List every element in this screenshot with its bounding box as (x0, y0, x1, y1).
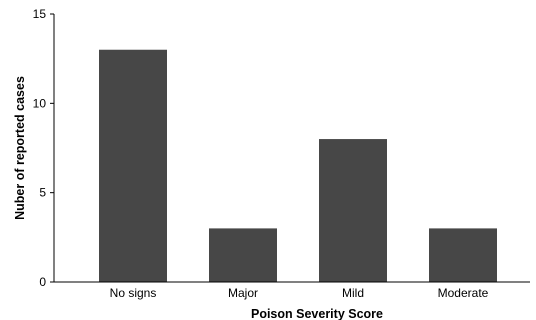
x-tick-label: Mild (342, 286, 364, 300)
bar-no-signs (99, 49, 167, 282)
y-tick-label: 0 (39, 275, 46, 289)
y-tick-label: 5 (39, 186, 46, 200)
x-tick-label: No signs (110, 286, 157, 300)
x-tick-label: Moderate (438, 286, 489, 300)
y-tick-label: 10 (33, 96, 47, 110)
bar-moderate (429, 228, 497, 282)
x-tick-label: Major (228, 286, 258, 300)
y-axis-ticks: 0 5 10 15 (33, 7, 54, 289)
x-axis-title: Poison Severity Score (251, 307, 383, 320)
y-tick-label: 15 (33, 7, 47, 21)
bar-major (209, 228, 277, 282)
bar-mild (319, 139, 387, 282)
bars (99, 49, 497, 282)
x-axis-ticks: No signs Major Mild Moderate (110, 286, 489, 300)
y-axis-title: Nuber of reported cases (13, 76, 27, 220)
